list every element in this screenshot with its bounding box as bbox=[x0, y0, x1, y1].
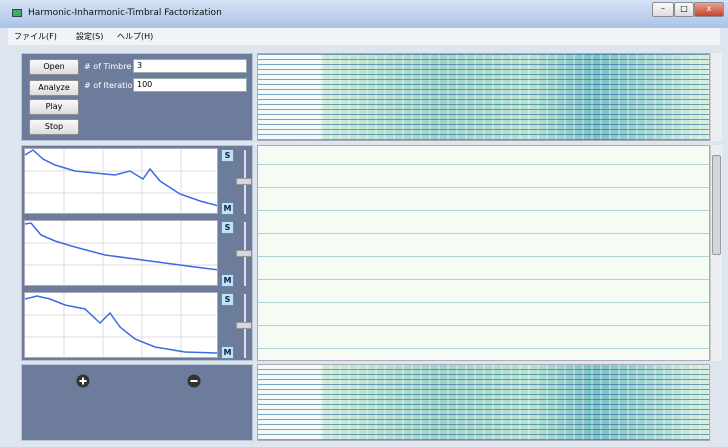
graph-grid bbox=[25, 221, 218, 286]
timbre-list: S M S M S M bbox=[21, 145, 253, 361]
button[interactable]: Analyze bbox=[29, 80, 79, 96]
title-bar: Harmonic-Inharmonic-Timbral Factorizatio… bbox=[0, 0, 728, 28]
output-spectrogram bbox=[257, 364, 710, 441]
add-remove-panel bbox=[21, 364, 253, 441]
minimize-button[interactable]: – bbox=[652, 2, 674, 17]
body: Harmonic-Inharmonic-Timbral Factorizatio… bbox=[0, 0, 728, 447]
timbre-curve bbox=[25, 296, 218, 353]
text-field[interactable]: 3 bbox=[133, 59, 247, 73]
mute-button[interactable]: M bbox=[221, 202, 234, 215]
button[interactable]: Open bbox=[29, 59, 79, 75]
scrollbar[interactable] bbox=[710, 145, 722, 361]
scrollbar[interactable] bbox=[710, 53, 722, 141]
timbre-graph bbox=[24, 292, 218, 358]
timbre-row: S M bbox=[22, 290, 252, 362]
harmonic-activation-view bbox=[257, 145, 710, 361]
solo-button[interactable]: S bbox=[221, 293, 234, 306]
timbre-row: S M bbox=[22, 146, 252, 218]
timbre-curve bbox=[25, 223, 218, 270]
timbre-graph bbox=[24, 148, 218, 214]
slider-thumb[interactable] bbox=[236, 322, 252, 329]
menu-bar: ファイル(F) 設定(S) ヘルプ(H) bbox=[8, 28, 720, 45]
maximize-button[interactable]: □ bbox=[674, 2, 694, 17]
field-label: # of Timbre bbox=[84, 62, 131, 71]
graph-grid bbox=[25, 293, 218, 358]
menu-item[interactable]: 設定(S) bbox=[76, 31, 103, 42]
timbre-graph bbox=[24, 220, 218, 286]
field-label: # of Iteration bbox=[84, 81, 137, 90]
add-button[interactable] bbox=[76, 374, 90, 388]
app-icon bbox=[12, 9, 22, 17]
page: {"window": {"title": "Harmonic-Inharmoni… bbox=[0, 0, 728, 447]
timbre-row: S M bbox=[22, 218, 252, 290]
solo-button[interactable]: S bbox=[221, 221, 234, 234]
graph-grid bbox=[25, 149, 218, 214]
solo-button[interactable]: S bbox=[221, 149, 234, 162]
window: Harmonic-Inharmonic-Timbral Factorizatio… bbox=[0, 0, 728, 447]
mute-button[interactable]: M bbox=[221, 346, 234, 359]
input-spectrogram bbox=[257, 53, 710, 141]
mute-button[interactable]: M bbox=[221, 274, 234, 287]
scroll-thumb[interactable] bbox=[712, 155, 721, 255]
menu-item[interactable]: ファイル(F) bbox=[14, 31, 57, 42]
slider-thumb[interactable] bbox=[236, 178, 252, 185]
window-title: Harmonic-Inharmonic-Timbral Factorizatio… bbox=[28, 8, 222, 18]
button[interactable]: Play bbox=[29, 99, 79, 115]
button[interactable]: Stop bbox=[29, 119, 79, 135]
menu-item[interactable]: ヘルプ(H) bbox=[117, 31, 153, 42]
control-panel: Open Analyze Play Stop # of Timbre 3 # o… bbox=[21, 53, 253, 141]
remove-button[interactable] bbox=[187, 374, 201, 388]
timbre-curve bbox=[25, 150, 218, 206]
text-field[interactable]: 100 bbox=[133, 78, 247, 92]
close-button[interactable]: x bbox=[694, 2, 724, 17]
slider-thumb[interactable] bbox=[236, 250, 252, 257]
